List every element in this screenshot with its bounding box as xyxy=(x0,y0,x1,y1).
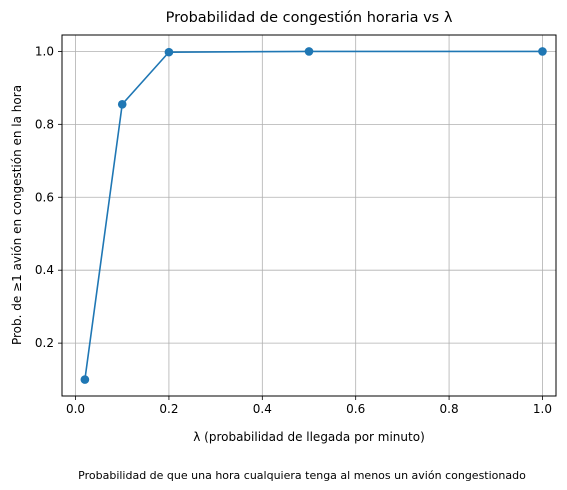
x-tick-label: 0.2 xyxy=(159,402,178,416)
y-tick-label: 0.2 xyxy=(35,336,54,350)
y-tick-label: 1.0 xyxy=(35,44,54,58)
chart-title: Probabilidad de congestión horaria vs λ xyxy=(166,10,453,26)
x-axis-label: λ (probabilidad de llegada por minuto) xyxy=(193,430,425,444)
x-ticks: 0.0 0.2 0.4 0.6 0.8 1.0 xyxy=(66,396,552,416)
x-tick-label: 0.6 xyxy=(346,402,365,416)
data-point xyxy=(80,375,90,384)
chart-caption: Probabilidad de que una hora cualquiera … xyxy=(78,469,526,482)
y-axis-label: Prob. de ≥1 avión en congestión en la ho… xyxy=(10,85,24,345)
x-tick-label: 0.8 xyxy=(440,402,459,416)
y-tick-label: 0.4 xyxy=(35,263,54,277)
y-tick-label: 0.6 xyxy=(35,190,54,204)
data-point xyxy=(304,47,314,56)
data-point xyxy=(538,47,547,56)
series-line xyxy=(84,50,543,380)
x-tick-label: 0.0 xyxy=(66,402,85,416)
x-tick-label: 0.4 xyxy=(253,402,272,416)
y-tick-label: 0.8 xyxy=(35,117,54,131)
data-point xyxy=(117,99,127,109)
series-group xyxy=(80,47,547,384)
x-tick-label: 1.0 xyxy=(533,402,552,416)
plot-frame xyxy=(61,34,557,397)
y-ticks: 0.2 0.4 0.6 0.8 1.0 xyxy=(35,44,62,350)
data-point xyxy=(164,47,174,57)
grid xyxy=(62,35,556,396)
